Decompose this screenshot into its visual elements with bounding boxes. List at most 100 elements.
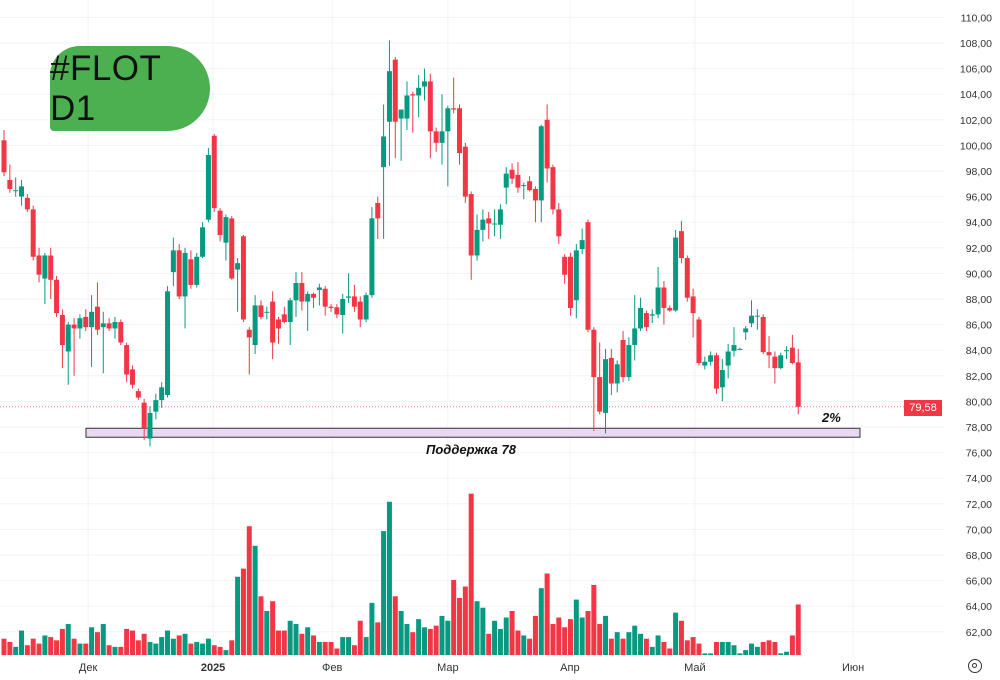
volume-bar (71, 638, 77, 655)
volume-bar (416, 619, 422, 655)
candle-up (497, 209, 503, 225)
candle-up (632, 328, 638, 346)
candle-up (614, 364, 620, 384)
volume-bar (346, 637, 352, 655)
candle-up (264, 311, 270, 313)
volume-bar (357, 620, 363, 655)
volume-bar (404, 624, 410, 655)
y-tick-label: 92,00 (966, 243, 992, 255)
candle-down (457, 108, 463, 154)
volume-bar (398, 610, 404, 655)
candle-up (153, 400, 159, 412)
volume-bar (468, 493, 474, 655)
volume-bar (24, 645, 30, 655)
candle-down (258, 305, 264, 317)
candle-down (129, 369, 135, 385)
candle-down (54, 279, 60, 314)
volume-bar (7, 641, 13, 655)
volume-bar (229, 640, 235, 655)
volume-bar (509, 610, 515, 655)
volume-bar (200, 643, 206, 655)
candle-up (421, 81, 427, 87)
y-tick-label: 106,00 (960, 64, 992, 76)
candle-up (474, 229, 480, 256)
candle-down (351, 296, 357, 307)
candle-up (503, 173, 509, 188)
candle-down (270, 301, 276, 343)
candle-up (737, 348, 743, 350)
candle-down (678, 231, 684, 259)
y-tick-label: 84,00 (966, 345, 992, 357)
candle-up (223, 217, 229, 243)
candle-up (316, 287, 322, 291)
candle-down (509, 169, 515, 179)
y-tick-label: 64,00 (966, 601, 992, 613)
volume-bar (427, 628, 433, 655)
current-price-tag: 79,58 (904, 400, 942, 416)
volume-bar (124, 628, 130, 655)
y-tick-label: 88,00 (966, 294, 992, 306)
volume-bar (235, 576, 241, 655)
volume-bar (369, 602, 375, 655)
candle-up (731, 345, 737, 351)
volume-bar (311, 635, 317, 655)
candle-up (200, 227, 206, 257)
candle-down (527, 181, 533, 191)
candle-down (544, 119, 550, 169)
candle-up (492, 223, 498, 225)
settings-icon[interactable] (968, 659, 982, 673)
candle-up (159, 387, 165, 401)
candle-down (667, 307, 673, 311)
volume-bar (678, 620, 684, 655)
candle-down (217, 210, 223, 235)
y-tick-label: 68,00 (966, 550, 992, 562)
volume-bar (240, 568, 246, 655)
candle-up (340, 299, 346, 315)
candle-up (521, 185, 527, 187)
support-zone (85, 427, 861, 438)
volume-bar (381, 531, 387, 655)
volume-bar (392, 596, 398, 655)
y-tick-label: 104,00 (960, 89, 992, 101)
volume-bar (521, 635, 527, 655)
volume-bar (643, 638, 649, 655)
candle-down (392, 59, 398, 122)
candle-up (42, 255, 48, 279)
volume-bar (486, 633, 492, 655)
volume-bar (778, 653, 784, 655)
y-tick-label: 110,00 (961, 12, 992, 24)
volume-bar (474, 601, 480, 655)
volume-bar (322, 641, 328, 655)
candle-down (334, 307, 340, 315)
volume-bar (608, 638, 614, 655)
candle-up (416, 87, 422, 96)
candle-up (573, 250, 579, 301)
y-tick-label: 66,00 (966, 576, 992, 588)
candle-up (778, 355, 784, 369)
volume-bar (515, 630, 521, 655)
candle-up (381, 136, 387, 168)
candle-down (410, 94, 416, 96)
volume-bar (112, 646, 118, 655)
candle-down (643, 313, 649, 328)
candle-down (48, 255, 54, 280)
candle-down (299, 283, 305, 302)
candle-down (567, 256, 573, 308)
candle-down (562, 256, 568, 275)
volume-bar (544, 573, 550, 655)
volume-bar (83, 643, 89, 655)
y-tick-label: 108,00 (960, 38, 992, 50)
candle-down (550, 167, 556, 210)
candle-up (305, 293, 311, 302)
y-tick-label: 78,00 (966, 422, 992, 434)
candle-up (89, 311, 95, 328)
candle-up (369, 218, 375, 296)
volume-bar (363, 637, 369, 655)
candle-up (445, 108, 451, 132)
volume-bar (13, 646, 19, 655)
candle-down (135, 391, 141, 398)
candle-down (597, 377, 603, 412)
candle-down (188, 259, 194, 285)
volume-bar (754, 646, 760, 655)
